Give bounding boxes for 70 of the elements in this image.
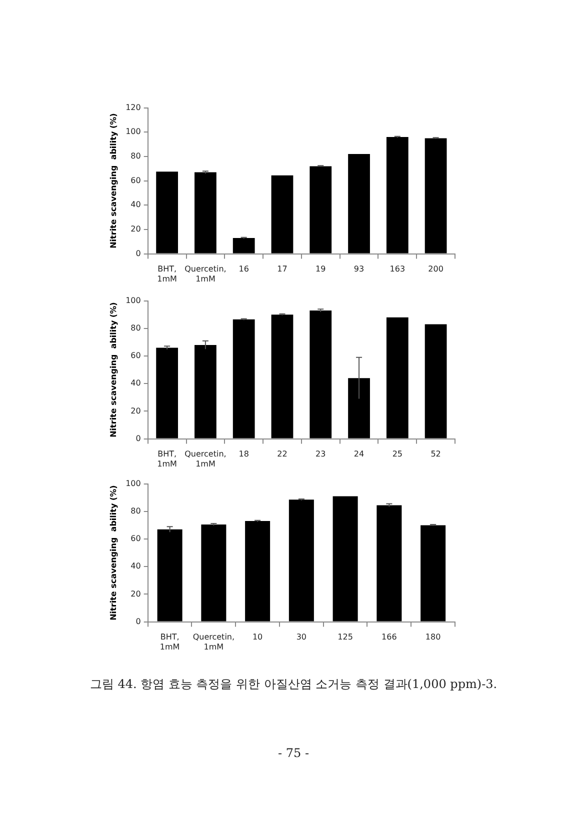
- bar: [194, 172, 216, 254]
- bar: [271, 175, 294, 254]
- x-tick-label: 200: [428, 264, 444, 274]
- x-tick-label: 52: [430, 450, 441, 459]
- bar: [245, 521, 270, 622]
- x-tick-label: 22: [277, 450, 288, 459]
- y-tick-label: 120: [126, 102, 141, 112]
- bar: [348, 154, 370, 254]
- bar: [271, 314, 294, 438]
- y-tick-label: 40: [130, 200, 141, 210]
- y-tick-label: 60: [130, 534, 141, 544]
- bar: [157, 529, 182, 622]
- bar: [156, 172, 178, 254]
- bar: [332, 496, 358, 622]
- y-tick-label: 40: [130, 562, 141, 571]
- x-tick-label: Quercetin, 1mM: [184, 264, 226, 284]
- x-tick-label: 166: [382, 632, 397, 642]
- y-tick-label: 40: [130, 378, 141, 388]
- x-tick-label: 93: [354, 264, 364, 274]
- x-tick-label: 19: [316, 264, 326, 274]
- x-tick-label: 16: [238, 264, 249, 274]
- bar: [376, 505, 402, 622]
- y-tick-label: 100: [126, 478, 141, 488]
- x-tick-label: 24: [354, 450, 364, 459]
- y-tick-label: 80: [130, 506, 141, 516]
- y-tick-label: 60: [130, 176, 141, 185]
- y-tick-label: 0: [136, 434, 141, 443]
- x-tick-label: 25: [392, 450, 403, 459]
- y-axis-title: Nitrite scavenging ability (%): [108, 485, 118, 620]
- bar: [194, 344, 216, 438]
- bar: [310, 310, 332, 438]
- bar: [232, 319, 255, 438]
- y-tick-label: 100: [126, 127, 141, 136]
- x-tick-label: 23: [316, 450, 326, 459]
- y-tick-label: 100: [126, 296, 141, 305]
- text: - 75 -: [276, 746, 310, 760]
- y-tick-label: 80: [130, 152, 141, 161]
- x-tick-label: 18: [238, 450, 249, 459]
- caption: 그림 44. 항염 효능 측정을 위한 아질산염 소거능 측정 결과(1,000 ppm)-3.: [88, 676, 498, 693]
- bar: [386, 317, 408, 438]
- bar: [348, 378, 370, 438]
- x-tick-label: 17: [277, 264, 288, 274]
- bar: [424, 324, 447, 438]
- x-tick-label: Quercetin, 1mM: [192, 632, 235, 652]
- y-tick-label: 80: [130, 323, 141, 332]
- y-tick-label: 20: [130, 224, 141, 234]
- y-tick-label: 0: [136, 616, 141, 626]
- x-tick-label: BHT, 1mM: [157, 450, 178, 468]
- x-tick-label: BHT, 1mM: [160, 632, 180, 652]
- y-axis-title: Nitrite scavenging ability (%): [108, 113, 118, 248]
- x-tick-label: 30: [296, 632, 307, 642]
- y-tick-label: 20: [130, 589, 141, 598]
- x-tick-label: 163: [390, 264, 406, 274]
- x-tick-label: BHT, 1mM: [157, 264, 178, 284]
- x-tick-label: 125: [338, 632, 353, 642]
- bar: [310, 166, 332, 254]
- y-tick-label: 20: [130, 406, 141, 416]
- bar: [386, 137, 408, 254]
- x-tick-label: 10: [252, 632, 263, 642]
- bar: [201, 524, 226, 622]
- bar: [156, 348, 178, 438]
- y-tick-label: 60: [130, 351, 141, 360]
- x-tick-label: Quercetin, 1mM: [184, 450, 226, 468]
- y-tick-label: 0: [136, 248, 141, 258]
- y-axis-title: Nitrite scavenging ability (%): [108, 302, 118, 438]
- bar: [288, 500, 314, 622]
- bar: [420, 525, 446, 622]
- bar: [424, 138, 447, 254]
- bar: [232, 238, 255, 254]
- x-tick-label: 180: [425, 632, 441, 642]
